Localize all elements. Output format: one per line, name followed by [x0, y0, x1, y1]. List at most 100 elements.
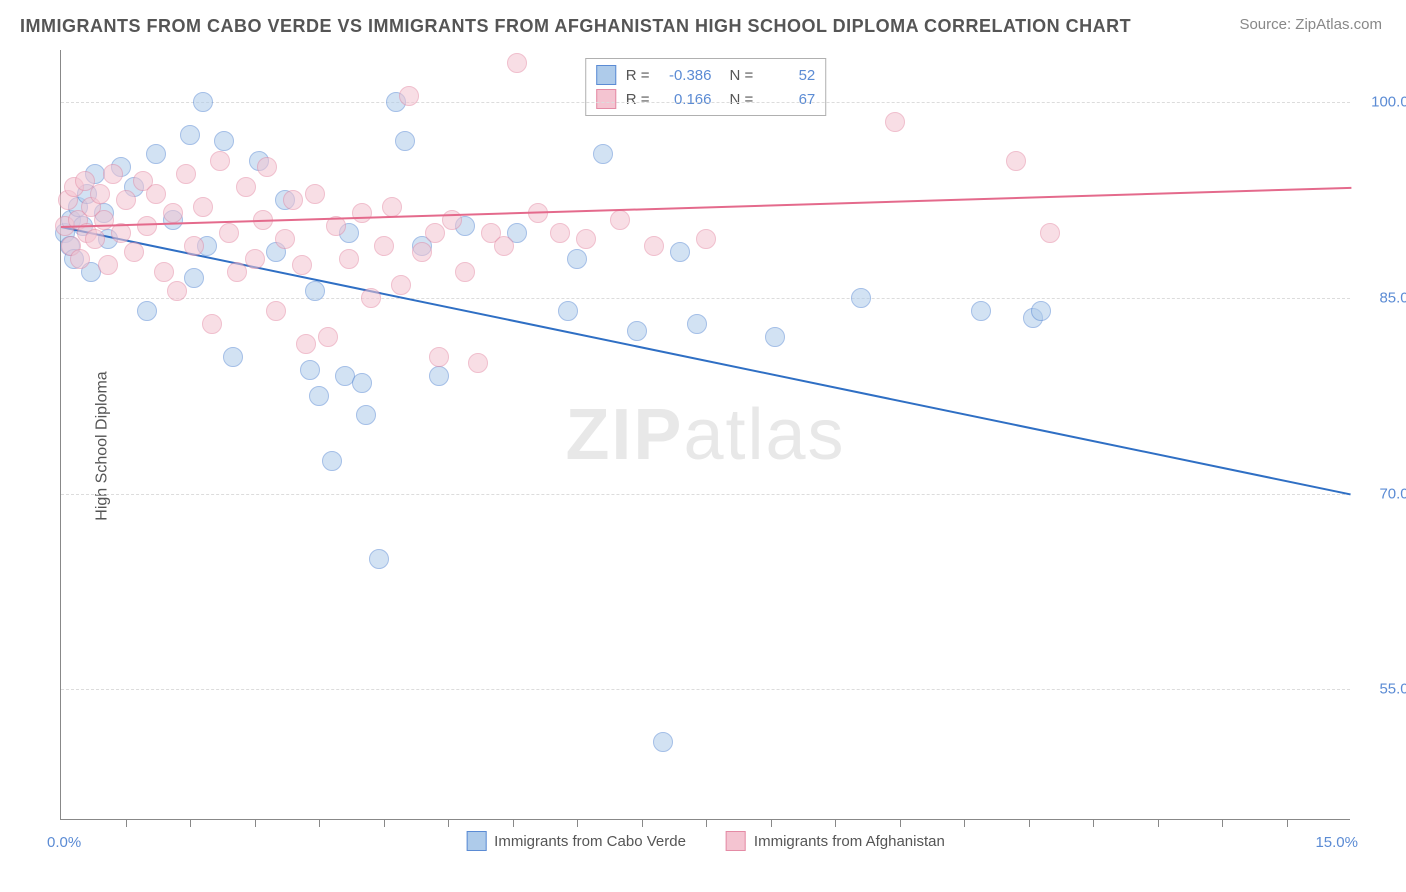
legend-series-label: Immigrants from Afghanistan [754, 833, 945, 850]
x-tick [1093, 819, 1094, 827]
data-point [305, 184, 325, 204]
data-point [146, 184, 166, 204]
data-point [296, 334, 316, 354]
data-point [103, 164, 123, 184]
legend-r-label: R = [626, 67, 650, 84]
legend-n-label: N = [730, 91, 754, 108]
data-point [593, 144, 613, 164]
data-point [283, 190, 303, 210]
legend-series-item: Immigrants from Afghanistan [726, 831, 945, 851]
gridline [61, 494, 1350, 495]
x-tick [448, 819, 449, 827]
data-point [245, 249, 265, 269]
data-point [361, 288, 381, 308]
data-point [395, 131, 415, 151]
data-point [292, 255, 312, 275]
data-point [309, 386, 329, 406]
data-point [266, 301, 286, 321]
data-point [305, 281, 325, 301]
data-point [275, 229, 295, 249]
data-point [1031, 301, 1051, 321]
data-point [507, 53, 527, 73]
data-point [339, 249, 359, 269]
legend-swatch [726, 831, 746, 851]
trend-line [61, 187, 1351, 228]
x-tick [319, 819, 320, 827]
chart-title: IMMIGRANTS FROM CABO VERDE VS IMMIGRANTS… [20, 16, 1131, 37]
y-tick-label: 85.0% [1358, 289, 1406, 306]
data-point [765, 327, 785, 347]
legend-r-value: 0.166 [660, 91, 712, 108]
x-tick [190, 819, 191, 827]
gridline [61, 102, 1350, 103]
y-tick-label: 55.0% [1358, 681, 1406, 698]
data-point [610, 210, 630, 230]
data-point [70, 249, 90, 269]
x-tick [964, 819, 965, 827]
data-point [399, 86, 419, 106]
data-point [176, 164, 196, 184]
data-point [494, 236, 514, 256]
data-point [369, 549, 389, 569]
x-tick [384, 819, 385, 827]
data-point [85, 229, 105, 249]
data-point [318, 327, 338, 347]
x-tick [900, 819, 901, 827]
x-tick [835, 819, 836, 827]
legend-n-value: 52 [763, 67, 815, 84]
data-point [180, 125, 200, 145]
data-point [468, 353, 488, 373]
data-point [90, 184, 110, 204]
data-point [184, 268, 204, 288]
data-point [558, 301, 578, 321]
legend-series: Immigrants from Cabo VerdeImmigrants fro… [466, 831, 945, 851]
data-point [429, 347, 449, 367]
data-point [219, 223, 239, 243]
data-point [696, 229, 716, 249]
x-tick [1222, 819, 1223, 827]
data-point [223, 347, 243, 367]
legend-stats-row: R =0.166N =67 [596, 87, 816, 111]
data-point [137, 216, 157, 236]
data-point [116, 190, 136, 210]
data-point [550, 223, 570, 243]
watermark-bold: ZIP [565, 395, 683, 475]
data-point [442, 210, 462, 230]
data-point [154, 262, 174, 282]
data-point [1040, 223, 1060, 243]
data-point [429, 366, 449, 386]
data-point [455, 262, 475, 282]
data-point [851, 288, 871, 308]
data-point [391, 275, 411, 295]
source-label: Source: ZipAtlas.com [1239, 16, 1382, 33]
data-point [971, 301, 991, 321]
data-point [382, 197, 402, 217]
x-tick [771, 819, 772, 827]
watermark-rest: atlas [683, 395, 845, 475]
data-point [124, 242, 144, 262]
data-point [1006, 151, 1026, 171]
data-point [322, 451, 342, 471]
data-point [193, 197, 213, 217]
gridline [61, 689, 1350, 690]
x-tick [255, 819, 256, 827]
data-point [425, 223, 445, 243]
y-tick-label: 70.0% [1358, 485, 1406, 502]
data-point [146, 144, 166, 164]
legend-swatch [596, 89, 616, 109]
data-point [98, 255, 118, 275]
x-tick [642, 819, 643, 827]
x-tick [1029, 819, 1030, 827]
data-point [163, 203, 183, 223]
data-point [356, 405, 376, 425]
x-tick [513, 819, 514, 827]
data-point [257, 157, 277, 177]
data-point [412, 242, 432, 262]
x-axis-min-label: 0.0% [47, 834, 81, 851]
data-point [653, 732, 673, 752]
legend-r-label: R = [626, 91, 650, 108]
data-point [687, 314, 707, 334]
gridline [61, 298, 1350, 299]
data-point [193, 92, 213, 112]
x-tick [1287, 819, 1288, 827]
